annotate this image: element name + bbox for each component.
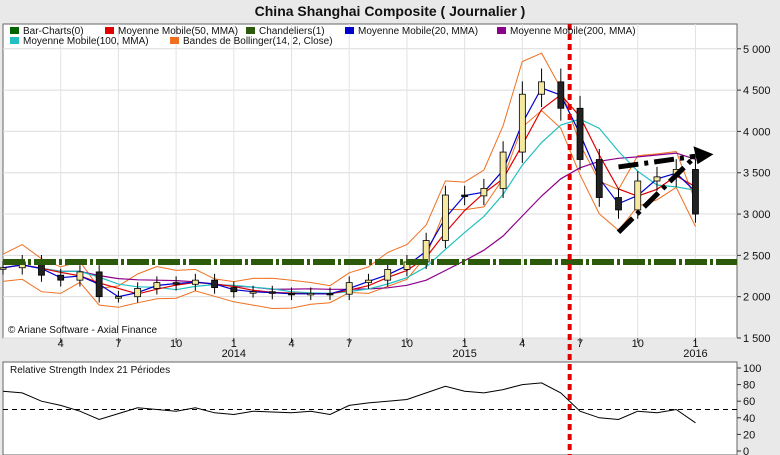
candle-body <box>153 282 161 289</box>
x-tick-label: 4 <box>519 338 525 350</box>
candle-body <box>365 279 372 284</box>
trendline <box>616 154 698 235</box>
candle-body <box>384 269 392 281</box>
candle-body <box>230 287 238 293</box>
rsi-panel <box>2 361 738 455</box>
legend-label: Moyenne Mobile(100, MMA) <box>23 36 149 47</box>
x-tick-label: 7 <box>115 338 121 350</box>
legend-swatch <box>345 27 354 34</box>
candle-body <box>249 291 257 294</box>
candle-body <box>499 151 507 189</box>
x-tick-label: 10 <box>401 338 413 350</box>
candle-body <box>345 282 353 295</box>
candle-body <box>76 271 84 281</box>
rsi-title: Relative Strength Index 21 Périodes <box>10 365 170 376</box>
candle-body <box>634 180 642 211</box>
candle-body <box>422 240 430 263</box>
x-tick-label: 1 <box>231 338 237 350</box>
candle-body <box>615 197 622 211</box>
legend-label: Moyenne Mobile(200, MMA) <box>510 26 636 37</box>
price-y-tick-label: 5 000 <box>743 44 771 56</box>
rsi-y-tick-label: 0 <box>743 446 749 455</box>
x-tick-label: 7 <box>346 338 352 350</box>
price-y-tick-label: 4 500 <box>743 85 771 97</box>
legend-label: Bar-Charts(0) <box>23 26 84 37</box>
price-y-tick-label: 3 500 <box>743 168 771 180</box>
candle-body <box>442 194 449 241</box>
legend-swatch <box>497 27 506 34</box>
price-y-tick-label: 3 000 <box>743 209 771 221</box>
rsi-y-tick-label: 100 <box>743 363 761 375</box>
candle-body <box>538 81 545 95</box>
candle-body <box>211 279 218 288</box>
rsi-line <box>2 382 696 424</box>
x-tick-label: 1 <box>692 338 698 350</box>
candle-body <box>692 169 699 215</box>
candle-body <box>134 288 142 298</box>
x-year-label: 2016 <box>683 348 707 360</box>
x-tick-label: 1 <box>462 338 468 350</box>
candle-body <box>191 279 199 285</box>
candle-body <box>115 296 122 299</box>
candle-body <box>595 159 603 198</box>
x-tick-label: 10 <box>170 338 182 350</box>
x-tick-label: 4 <box>58 338 64 350</box>
candle-body <box>576 107 584 160</box>
price-y-tick-label: 2 000 <box>743 292 771 304</box>
candle-body <box>557 81 565 109</box>
candle-body <box>480 188 488 197</box>
price-y-tick-label: 2 500 <box>743 250 771 262</box>
x-year-label: 2014 <box>222 348 246 360</box>
trendline-arrowhead <box>693 146 714 165</box>
legend-swatch <box>170 37 179 44</box>
candle-body <box>326 292 334 296</box>
rsi-y-tick-label: 60 <box>743 396 755 408</box>
x-tick-label: 4 <box>288 338 294 350</box>
legend-swatch <box>10 27 19 34</box>
price-y-tick-label: 4 000 <box>743 126 771 138</box>
chart-title: China Shanghai Composite ( Journalier ) <box>254 3 526 19</box>
legend-label: Chandeliers(1) <box>259 26 325 37</box>
price-panel <box>2 23 738 339</box>
rsi-y-tick-label: 20 <box>743 429 755 441</box>
legend-label: Moyenne Mobile(50, MMA) <box>118 26 238 37</box>
candle-body <box>268 291 276 294</box>
legend-label: Moyenne Mobile(20, MMA) <box>358 26 478 37</box>
candle-body <box>307 292 315 296</box>
candle-body <box>172 282 180 285</box>
x-tick-label: 10 <box>632 338 644 350</box>
copyright-text: © Ariane Software - Axial Finance <box>8 325 158 336</box>
legend-label: Bandes de Bollinger(14, 2, Close) <box>183 36 333 47</box>
candle-body <box>518 93 526 153</box>
trendline <box>618 153 696 170</box>
candle-body <box>57 274 65 281</box>
x-tick-label: 7 <box>577 338 583 350</box>
candle-body <box>95 271 103 298</box>
rsi-y-tick-label: 80 <box>743 380 755 392</box>
candle-body <box>653 176 661 182</box>
rsi-y-tick-label: 40 <box>743 413 755 425</box>
legend-swatch <box>105 27 114 34</box>
candle-body <box>288 292 295 296</box>
x-year-label: 2015 <box>452 348 476 360</box>
price-y-tick-label: 1 500 <box>743 333 771 345</box>
legend-swatch <box>246 27 255 34</box>
legend-swatch <box>10 37 19 44</box>
candle-body <box>0 267 7 270</box>
candle-body <box>461 194 469 197</box>
